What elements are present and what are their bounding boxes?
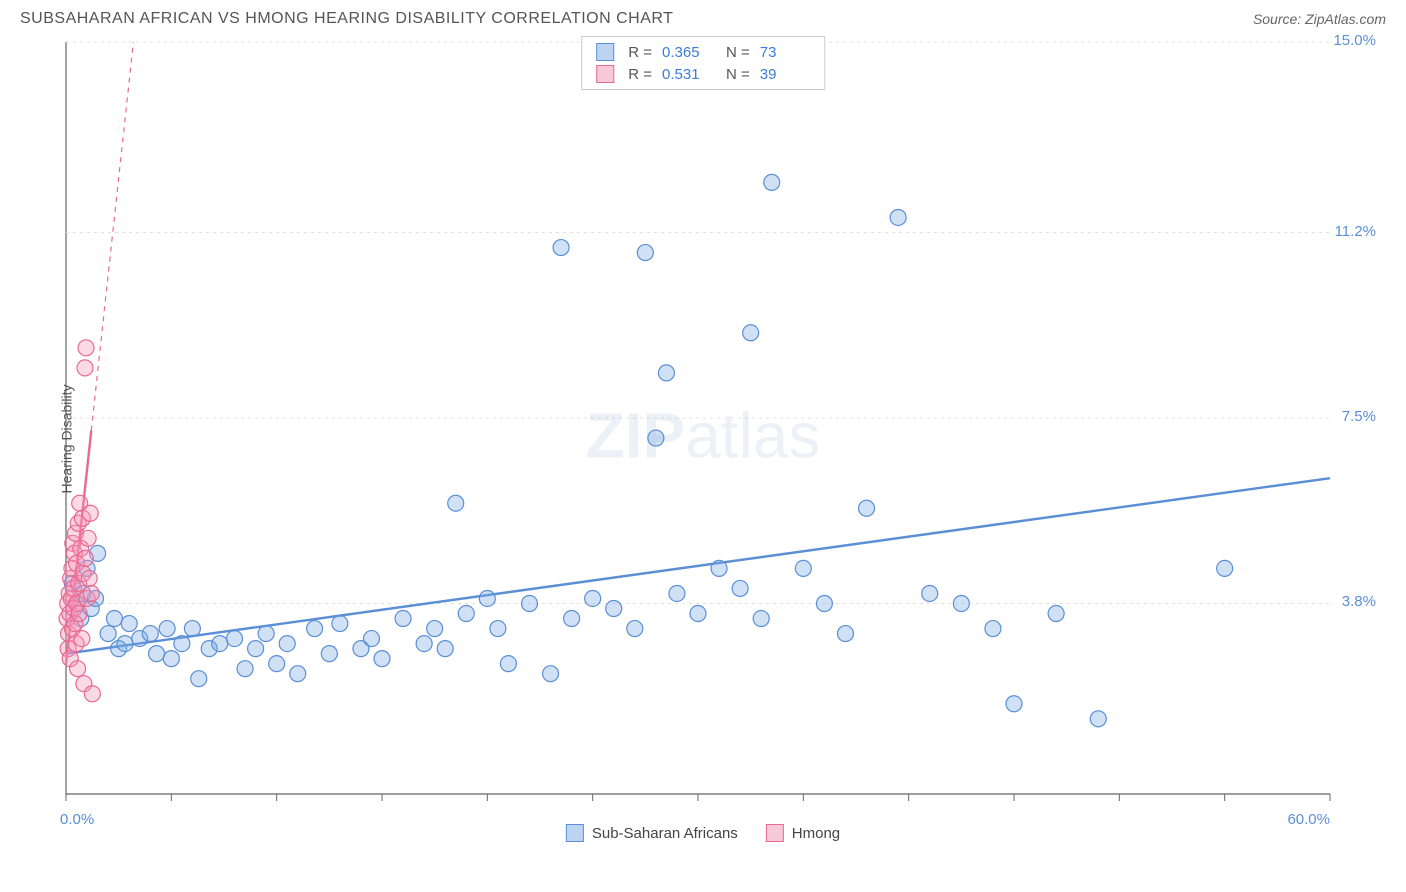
legend-label: Sub-Saharan Africans <box>592 825 738 842</box>
legend-swatch <box>566 824 584 842</box>
r-value: 0.365 <box>662 44 712 61</box>
legend-item: Sub-Saharan Africans <box>566 824 738 842</box>
r-label: R = <box>628 66 652 83</box>
r-value: 0.531 <box>662 66 712 83</box>
x-min-label: 0.0% <box>60 811 94 828</box>
y-axis-label: Hearing Disability <box>58 385 74 494</box>
legend-swatch <box>596 65 614 83</box>
n-label: N = <box>726 44 750 61</box>
y-tick-label: 11.2% <box>1335 223 1376 240</box>
legend-item: Hmong <box>766 824 840 842</box>
y-tick-label: 7.5% <box>1342 408 1376 425</box>
header: SUBSAHARAN AFRICAN VS HMONG HEARING DISA… <box>0 0 1406 34</box>
y-tick-label: 15.0% <box>1333 32 1376 49</box>
legend-label: Hmong <box>792 825 840 842</box>
legend-swatch <box>596 43 614 61</box>
stats-legend: R = 0.365 N = 73 R = 0.531 N = 39 <box>581 36 825 90</box>
chart-title: SUBSAHARAN AFRICAN VS HMONG HEARING DISA… <box>20 10 673 28</box>
r-label: R = <box>628 44 652 61</box>
source-label: Source: ZipAtlas.com <box>1253 11 1386 27</box>
scatter-plot <box>20 34 1386 844</box>
legend-swatch <box>766 824 784 842</box>
n-label: N = <box>726 66 750 83</box>
y-tick-label: 3.8% <box>1342 593 1376 610</box>
stats-row: R = 0.531 N = 39 <box>582 63 824 85</box>
chart-area: Hearing Disability ZIPatlas R =0.365N =7… <box>20 34 1386 844</box>
x-max-label: 60.0% <box>1287 811 1330 828</box>
stats-row: R = 0.365 N = 73 <box>582 41 824 63</box>
n-value: 73 <box>760 44 810 61</box>
n-value: 39 <box>760 66 810 83</box>
bottom-legend: Sub-Saharan Africans Hmong <box>566 824 840 842</box>
